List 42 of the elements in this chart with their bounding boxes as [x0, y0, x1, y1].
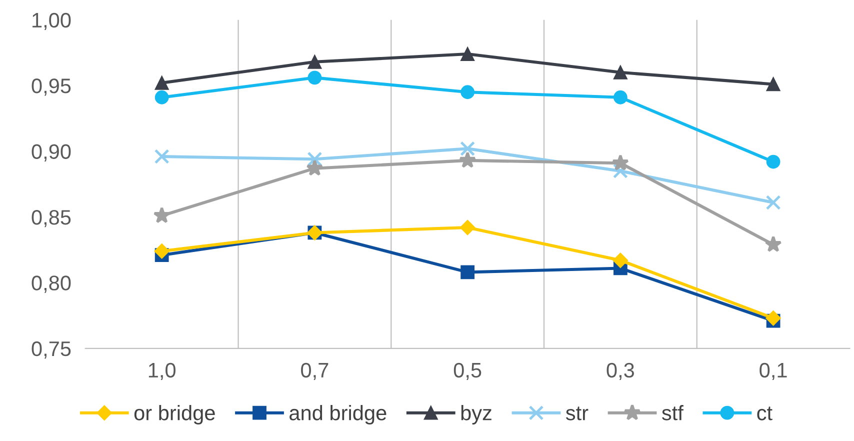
legend-label: and bridge — [290, 405, 386, 424]
point — [459, 152, 476, 168]
point — [460, 265, 475, 280]
legend-label: byz — [461, 405, 492, 424]
point — [153, 206, 170, 224]
point — [766, 310, 781, 326]
point — [613, 65, 628, 80]
point — [154, 244, 170, 259]
point — [154, 149, 170, 164]
y-tick-label: 0,90 — [32, 144, 71, 162]
x-tick-label: 0,1 — [760, 362, 787, 380]
x-tick-label: 1,0 — [148, 362, 176, 380]
point — [460, 85, 475, 100]
legend-label: stf — [662, 405, 684, 420]
point — [154, 90, 169, 104]
point — [308, 70, 322, 85]
y-tick-label: 0,80 — [32, 276, 71, 293]
point — [154, 76, 169, 90]
point — [764, 236, 782, 252]
point — [766, 195, 781, 210]
point — [612, 252, 628, 268]
legend-label: or bridge — [134, 405, 215, 424]
point — [460, 141, 476, 156]
point — [766, 154, 780, 169]
point — [612, 163, 628, 178]
legend-label: ct — [757, 406, 772, 420]
x-tick-label: 0,5 — [454, 362, 482, 380]
point — [460, 47, 475, 61]
x-tick-label: 0,7 — [301, 362, 328, 380]
point — [306, 159, 324, 176]
point — [460, 220, 476, 236]
point — [613, 90, 628, 104]
x-tick-label: 0,3 — [606, 362, 634, 380]
y-tick-label: 0,95 — [32, 78, 71, 96]
y-tick-label: 0,85 — [32, 210, 71, 228]
point — [307, 152, 322, 167]
point — [612, 154, 629, 171]
point — [766, 77, 780, 92]
point — [308, 54, 322, 69]
y-tick-label: 0,75 — [32, 341, 71, 359]
y-tick-label: 1,00 — [32, 12, 71, 30]
legend-label: str — [566, 406, 588, 420]
